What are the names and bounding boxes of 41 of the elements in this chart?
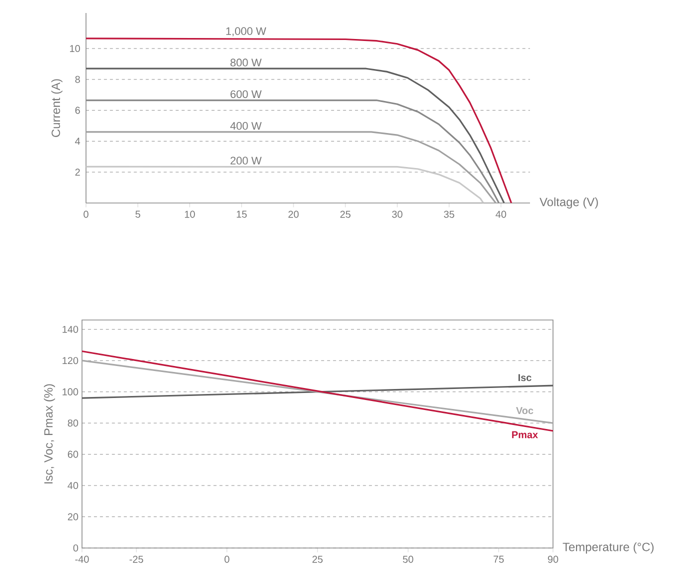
y-tick-label: 8 (75, 76, 80, 83)
y-tick-label: 0 (73, 544, 78, 552)
x-tick-label: 0 (84, 210, 88, 218)
x-tick-label: 25 (340, 210, 350, 218)
x-tick-label: 0 (224, 556, 230, 563)
y-tick-label: 60 (68, 450, 78, 458)
x-tick-label: 30 (392, 210, 402, 218)
y-tick-label: 4 (75, 138, 80, 145)
x-tick-label: 40 (496, 210, 506, 218)
x-tick-label: -25 (130, 556, 144, 563)
series-label: Isc (518, 374, 532, 382)
x-tick-label: -40 (75, 556, 89, 563)
x-tick-label: 50 (402, 556, 414, 563)
y-tick-label: 2 (75, 168, 80, 176)
y-tick-label: 40 (68, 482, 78, 490)
x-tick-label: 90 (548, 556, 558, 563)
series-label: 600 W (230, 90, 262, 98)
series-label: 200 W (230, 156, 262, 164)
y-tick-label: 20 (68, 513, 78, 520)
series-label: Voc (516, 407, 534, 414)
x-tick-label: 5 (136, 210, 140, 218)
x-tick-label: 10 (184, 210, 195, 218)
y-tick-label: 10 (70, 45, 80, 52)
y-tick-label: 6 (75, 106, 80, 114)
y-tick-label: 100 (62, 388, 78, 396)
x-tick-label: 25 (312, 556, 323, 563)
y-tick-label: 120 (62, 357, 78, 364)
x-tick-label: 75 (494, 556, 504, 563)
y-tick-label: 140 (62, 326, 78, 333)
x-tick-label: 35 (444, 210, 454, 218)
x-axis-title: Temperature (°C) (562, 542, 654, 554)
y-tick-label: 80 (68, 420, 78, 427)
series-label: Pmax (512, 431, 538, 438)
x-axis-title: Voltage (V) (540, 197, 598, 209)
x-tick-label: 20 (288, 210, 299, 218)
series-label: 800 W (230, 58, 262, 66)
y-axis-title: Current (A) (51, 79, 62, 137)
series-label: 400 W (230, 122, 262, 130)
series-label: 1,000 W (226, 27, 266, 36)
x-tick-label: 15 (236, 210, 247, 218)
y-axis-title: Isc, Voc, Pmax (%) (44, 384, 56, 484)
